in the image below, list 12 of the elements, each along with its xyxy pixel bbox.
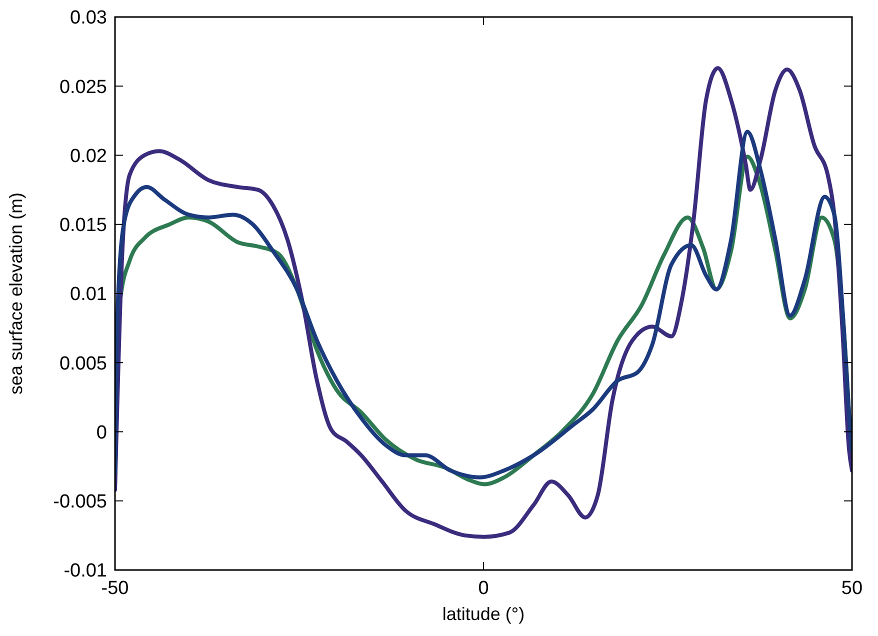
x-tick-label: 50 (841, 578, 863, 599)
y-tick-label: 0 (96, 422, 107, 444)
y-tick-label: 0.01 (70, 284, 107, 306)
y-tick-label: 0.03 (70, 8, 107, 29)
y-axis-title: sea surface elevation (m) (6, 192, 26, 395)
y-tick-label: -0.005 (53, 492, 107, 513)
x-tick-label: 0 (478, 578, 489, 599)
y-tick-label: 0.02 (70, 146, 107, 167)
y-tick-label: 0.015 (59, 215, 107, 236)
y-tick-label: 0.025 (59, 76, 107, 98)
y-tick-label: 0.005 (59, 353, 107, 374)
x-axis-title: latitude (°) (442, 604, 525, 624)
